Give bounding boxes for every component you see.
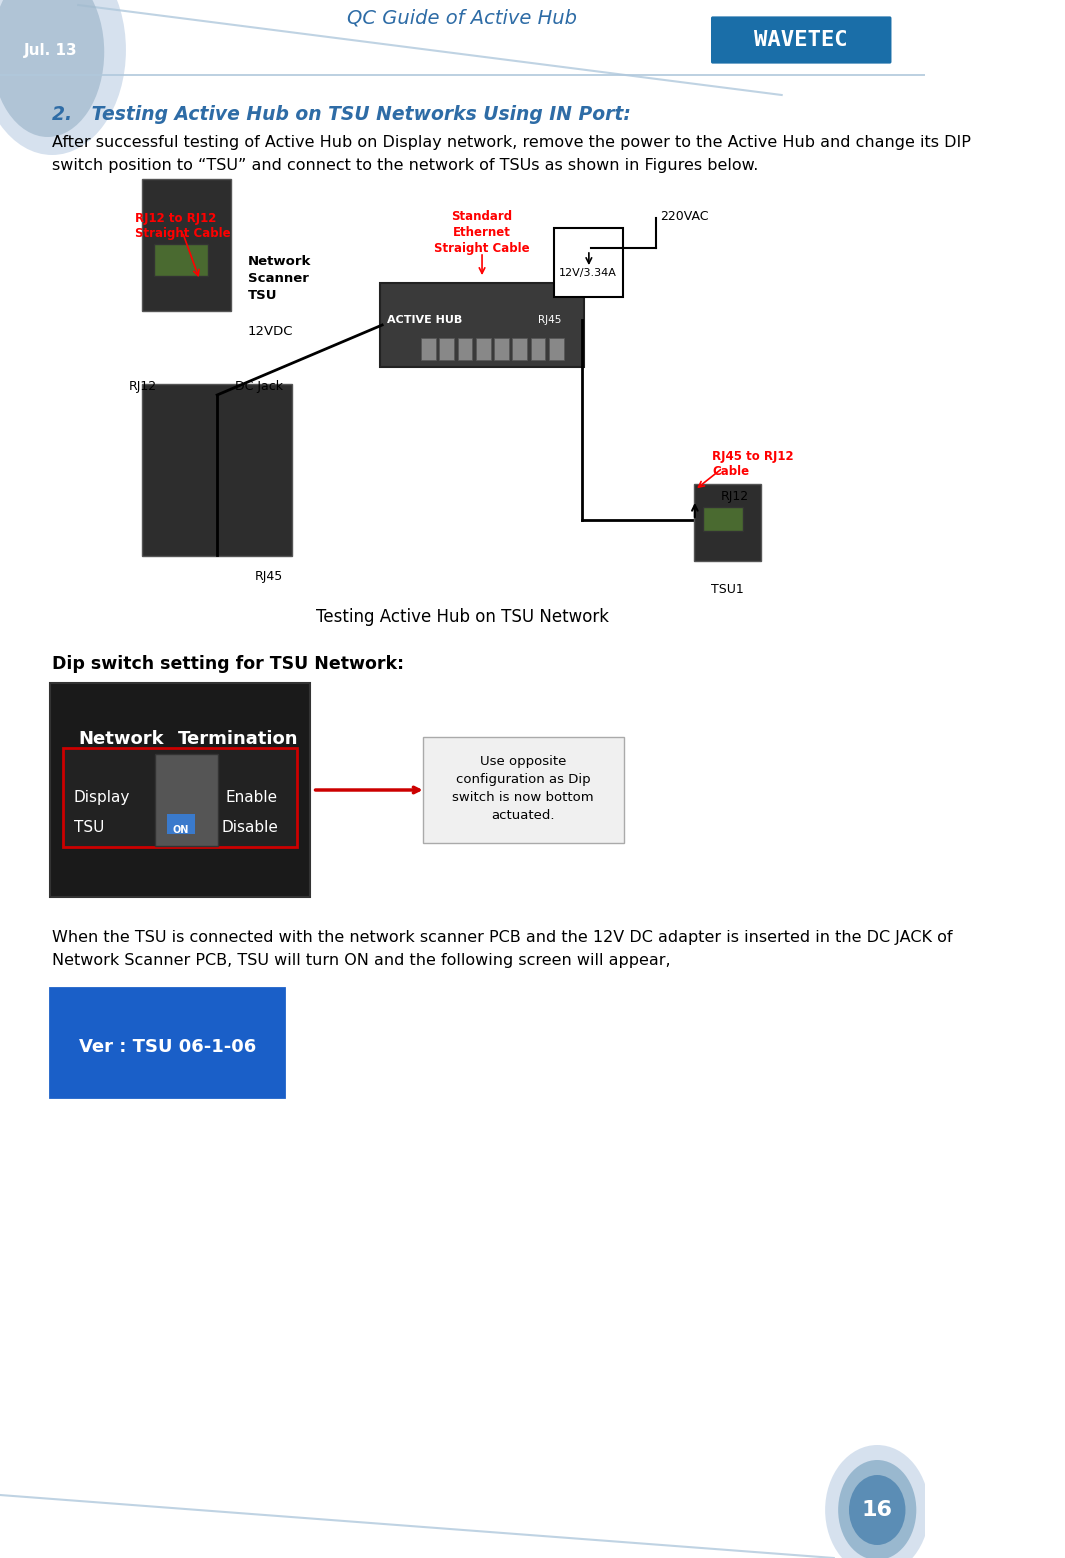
Text: switch position to “TSU” and connect to the network of TSUs as shown in Figures : switch position to “TSU” and connect to … [52,157,758,173]
Text: RJ45: RJ45 [539,315,562,326]
Text: Dip switch setting for TSU Network:: Dip switch setting for TSU Network: [52,654,405,673]
Ellipse shape [0,0,126,154]
FancyBboxPatch shape [703,506,743,531]
FancyBboxPatch shape [548,338,563,360]
Text: ACTIVE HUB: ACTIVE HUB [387,315,462,326]
FancyBboxPatch shape [50,682,310,897]
Ellipse shape [0,0,104,137]
Ellipse shape [825,1444,930,1558]
Text: Ver : TSU 06-1-06: Ver : TSU 06-1-06 [79,1039,256,1056]
FancyBboxPatch shape [423,737,624,843]
Text: Network: Network [78,731,164,748]
Text: 2.   Testing Active Hub on TSU Networks Using IN Port:: 2. Testing Active Hub on TSU Networks Us… [52,104,630,125]
Text: Disable: Disable [222,820,278,835]
Text: QC Guide of Active Hub: QC Guide of Active Hub [347,8,577,28]
Text: WAVETEC: WAVETEC [754,30,848,50]
FancyBboxPatch shape [494,338,509,360]
FancyBboxPatch shape [52,195,869,566]
FancyBboxPatch shape [440,338,455,360]
Text: RJ12 to RJ12
Straight Cable: RJ12 to RJ12 Straight Cable [134,212,230,240]
Text: 12V/3.34A: 12V/3.34A [559,268,617,277]
Text: Use opposite
configuration as Dip
switch is now bottom
actuated.: Use opposite configuration as Dip switch… [452,756,593,823]
Text: 16: 16 [862,1500,892,1521]
FancyBboxPatch shape [153,245,208,276]
Text: RJ45 to RJ12
Cable: RJ45 to RJ12 Cable [712,450,793,478]
Text: 12VDC: 12VDC [247,326,293,338]
FancyBboxPatch shape [380,284,584,368]
Text: Termination: Termination [178,731,298,748]
Text: Network Scanner PCB, TSU will turn ON and the following screen will appear,: Network Scanner PCB, TSU will turn ON an… [52,953,671,968]
Text: Enable: Enable [226,790,278,805]
FancyBboxPatch shape [155,754,218,846]
Text: ON: ON [173,826,189,835]
Text: Display: Display [73,790,130,805]
Text: TSU: TSU [73,820,104,835]
FancyBboxPatch shape [709,16,892,65]
Text: RJ12: RJ12 [129,380,158,393]
FancyBboxPatch shape [50,988,284,1097]
FancyBboxPatch shape [458,338,473,360]
FancyBboxPatch shape [554,227,623,298]
Text: RJ12: RJ12 [721,491,749,503]
FancyBboxPatch shape [143,383,292,556]
Text: After successful testing of Active Hub on Display network, remove the power to t: After successful testing of Active Hub o… [52,136,971,150]
Ellipse shape [849,1475,905,1546]
Text: Testing Active Hub on TSU Network: Testing Active Hub on TSU Network [315,608,608,626]
Text: Network
Scanner
TSU: Network Scanner TSU [247,256,311,302]
FancyBboxPatch shape [530,338,545,360]
FancyBboxPatch shape [512,338,527,360]
Text: RJ45: RJ45 [256,570,283,583]
FancyBboxPatch shape [167,813,195,834]
Text: DC Jack: DC Jack [234,380,282,393]
Ellipse shape [838,1460,916,1558]
FancyBboxPatch shape [476,338,491,360]
FancyBboxPatch shape [422,338,436,360]
FancyBboxPatch shape [64,748,297,848]
FancyBboxPatch shape [694,485,760,561]
Text: 220VAC: 220VAC [660,210,708,223]
Text: When the TSU is connected with the network scanner PCB and the 12V DC adapter is: When the TSU is connected with the netwo… [52,930,952,946]
Text: Jul. 13: Jul. 13 [24,42,78,58]
FancyBboxPatch shape [143,179,231,312]
Text: TSU1: TSU1 [710,583,743,597]
Text: Standard
Ethernet
Straight Cable: Standard Ethernet Straight Cable [435,210,530,256]
